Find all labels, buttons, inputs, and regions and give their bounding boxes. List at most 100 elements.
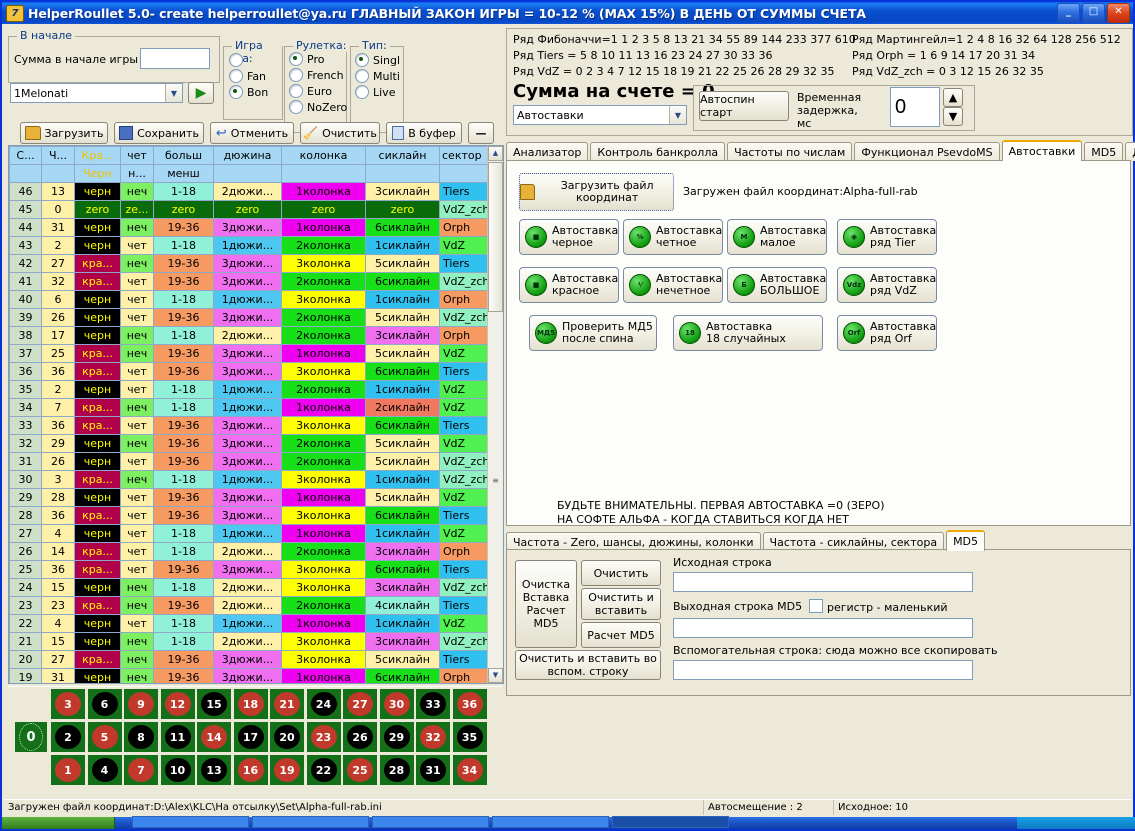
table-row[interactable]: 23 23 кра... неч 19-36 2дюжи... 2колонка 4сикла…	[9, 596, 503, 615]
board-cell-8[interactable]: 8	[123, 721, 159, 753]
register-checkbox[interactable]	[809, 599, 823, 614]
cell[interactable]: 2дюжи...	[213, 596, 282, 615]
copy-to-buffer-button[interactable]: В буфер	[386, 122, 462, 144]
cell[interactable]: 19-36	[153, 218, 214, 237]
board-cell-28[interactable]: 28	[378, 754, 415, 786]
cell-number[interactable]: 4	[41, 524, 75, 543]
cell[interactable]: 5сиклайн	[365, 344, 440, 363]
cell[interactable]: 1дюжи...	[213, 470, 282, 489]
md5-tab-md5[interactable]: MD5	[946, 530, 986, 551]
cell[interactable]: 3дюжи...	[213, 254, 282, 273]
table-row[interactable]: 34 7 кра... неч 1-18 1дюжи... 1колонка 2сиклайн…	[9, 398, 503, 417]
load-coords-button[interactable]: Загрузить файл координат	[519, 173, 674, 211]
table-row[interactable]: 44 31 черн неч 19-36 3дюжи... 1колонка 6сиклайн…	[9, 218, 503, 237]
cell[interactable]: 6сиклайн	[365, 416, 440, 435]
table-row[interactable]: 31 26 черн чет 19-36 3дюжи... 2колонка 5сиклайн…	[9, 452, 503, 471]
cell[interactable]: чет	[120, 416, 154, 435]
table-row[interactable]: 26 14 кра... чет 1-18 2дюжи... 2колонка 3сиклай…	[9, 542, 503, 561]
cell[interactable]: 3колонка	[281, 416, 366, 435]
chevron-down-icon[interactable]: ▼	[165, 84, 182, 102]
cell[interactable]: 3дюжи...	[213, 218, 282, 237]
cell-index[interactable]: 33	[9, 416, 42, 435]
cell[interactable]: 5сиклайн	[365, 452, 440, 471]
autostavka-button-10[interactable]: Orf Автоставка ряд Orf	[837, 315, 937, 351]
cell[interactable]: неч	[120, 218, 154, 237]
autospin-start-button[interactable]: Автоспин старт	[699, 91, 789, 121]
table-row[interactable]: 43 2 черн чет 1-18 1дюжи... 2колонка 1сиклайн Vd…	[9, 236, 503, 255]
board-cell-36[interactable]: 36	[451, 688, 488, 720]
board-cell-13[interactable]: 13	[196, 754, 232, 786]
board-cell-4[interactable]: 4	[86, 754, 123, 786]
run-profile-button[interactable]: ▶	[188, 82, 214, 104]
cell-index[interactable]: 22	[9, 614, 42, 633]
cell[interactable]: 19-36	[153, 308, 214, 327]
taskbar-item[interactable]	[492, 816, 609, 828]
board-cell-zero[interactable]: 0	[14, 721, 48, 753]
scroll-down-button[interactable]: ▼	[488, 668, 503, 683]
board-cell-35[interactable]: 35	[451, 721, 488, 753]
cell[interactable]: 4сиклайн	[365, 596, 440, 615]
cell-number[interactable]: 27	[41, 254, 75, 273]
cell[interactable]: черн	[74, 524, 121, 543]
cell[interactable]: 6сиклайн	[365, 218, 440, 237]
cell[interactable]: черн	[74, 236, 121, 255]
cell[interactable]: 19-36	[153, 560, 214, 579]
board-cell-7[interactable]: 7	[123, 754, 159, 786]
autostavka-button-8[interactable]: МД5 Проверить МД5 после спина	[529, 315, 657, 351]
col-head-7[interactable]: сиклайн	[365, 146, 440, 165]
cell[interactable]: 19-36	[153, 254, 214, 273]
cell[interactable]: кра...	[74, 560, 121, 579]
cell[interactable]: zero	[74, 200, 121, 219]
autostavka-button-9[interactable]: 18 Автоставка 18 случайных	[673, 315, 823, 351]
cell[interactable]: 1колонка	[281, 182, 366, 201]
cell[interactable]: 19-36	[153, 650, 214, 669]
cell-index[interactable]: 27	[9, 524, 42, 543]
cell-number[interactable]: 14	[41, 542, 75, 561]
tab-md5[interactable]: MD5	[1084, 142, 1124, 161]
cell[interactable]: 2колонка	[281, 434, 366, 453]
cell[interactable]: 1колонка	[281, 398, 366, 417]
taskbar-item[interactable]	[372, 816, 489, 828]
cell-number[interactable]: 27	[41, 650, 75, 669]
tab-частоты-по-числам[interactable]: Частоты по числам	[727, 142, 853, 161]
table-row[interactable]: 20 27 кра... неч 19-36 3дюжи... 3колонка 5сикла…	[9, 650, 503, 669]
cell-number[interactable]: 0	[41, 200, 75, 219]
col-head-1[interactable]: Ч...	[41, 146, 75, 165]
table-row[interactable]: 36 36 кра... чет 19-36 3дюжи... 3колонка 6сикла…	[9, 362, 503, 381]
table-row[interactable]: 28 36 кра... чет 19-36 3дюжи... 3колонка 6сикла…	[9, 506, 503, 525]
cell[interactable]: 3колонка	[281, 290, 366, 309]
cell[interactable]: 1колонка	[281, 344, 366, 363]
cell[interactable]: 1колонка	[281, 218, 366, 237]
cell[interactable]: неч	[120, 632, 154, 651]
board-cell-22[interactable]: 22	[305, 754, 342, 786]
cell-number[interactable]: 36	[41, 416, 75, 435]
cell[interactable]: 3колонка	[281, 506, 366, 525]
cell[interactable]: 2колонка	[281, 542, 366, 561]
cell[interactable]: чет	[120, 524, 154, 543]
cell[interactable]: 2дюжи...	[213, 326, 282, 345]
cell[interactable]: 5сиклайн	[365, 308, 440, 327]
board-cell-25[interactable]: 25	[342, 754, 378, 786]
cell[interactable]: чет	[120, 506, 154, 525]
cell-index[interactable]: 32	[9, 434, 42, 453]
cell-number[interactable]: 6	[41, 290, 75, 309]
cell-number[interactable]: 7	[41, 398, 75, 417]
cell[interactable]: черн	[74, 380, 121, 399]
cell-index[interactable]: 42	[9, 254, 42, 273]
cell-number[interactable]: 23	[41, 596, 75, 615]
start-button[interactable]	[2, 817, 115, 829]
cell[interactable]: черн	[74, 452, 121, 471]
cell[interactable]: 1сиклайн	[365, 614, 440, 633]
cell-number[interactable]: 29	[41, 434, 75, 453]
cell-number[interactable]: 26	[41, 452, 75, 471]
cell-number[interactable]: 31	[41, 668, 75, 683]
cell[interactable]: черн	[74, 614, 121, 633]
cell[interactable]: 19-36	[153, 344, 214, 363]
md5-tab-частота-zero-шансы-дюжины-колонки[interactable]: Частота - Zero, шансы, дюжины, колонки	[506, 532, 761, 551]
cell-index[interactable]: 39	[9, 308, 42, 327]
spins-grid[interactable]: C... Ч... Кра... чет больш дюжина колонк…	[8, 145, 504, 684]
cell-number[interactable]: 3	[41, 470, 75, 489]
cell[interactable]: 19-36	[153, 452, 214, 471]
cell[interactable]: кра...	[74, 398, 121, 417]
table-row[interactable]: 25 36 кра... чет 19-36 3дюжи... 3колонка 6сикла…	[9, 560, 503, 579]
